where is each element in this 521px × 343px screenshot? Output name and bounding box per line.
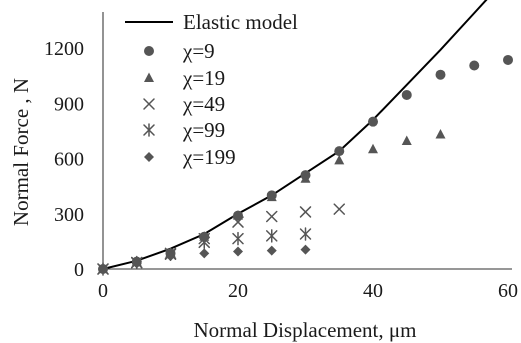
series-5: [98, 244, 311, 274]
axes: [102, 12, 512, 270]
y-tick-label: 900: [54, 93, 84, 115]
data-point: [435, 69, 446, 80]
data-point: [266, 191, 277, 202]
legend-swatch-marker: [144, 72, 154, 82]
data-point: [165, 251, 176, 262]
data-point: [233, 246, 243, 257]
data-point: [232, 216, 244, 228]
data-point: [435, 129, 446, 139]
y-tick-label: 0: [74, 259, 84, 281]
y-tick-label: 600: [54, 149, 84, 171]
data-point: [199, 248, 210, 259]
plot-area: [97, 0, 513, 276]
data-point: [300, 244, 311, 255]
data-point: [333, 203, 345, 215]
data-point: [299, 227, 312, 241]
x-tick-label: 20: [228, 280, 248, 302]
data-point: [98, 264, 108, 274]
x-axis-label: Normal Displacement, μm: [194, 318, 417, 342]
y-tick-label: 300: [54, 204, 84, 226]
x-tick-label: 60: [498, 280, 518, 302]
data-point: [266, 245, 277, 256]
data-point: [401, 135, 412, 146]
data-point: [299, 206, 312, 218]
data-point: [131, 258, 142, 269]
data-point: [469, 60, 480, 71]
data-point: [334, 146, 345, 157]
data-point: [300, 173, 311, 183]
legend: Elastic model χ=9 χ=19χ=49χ=99 χ=199: [125, 10, 298, 169]
legend-label: χ=99: [182, 118, 225, 142]
data-point: [503, 54, 513, 65]
legend-swatch-marker: [143, 123, 155, 137]
data-point: [233, 210, 243, 220]
legend-swatch-marker: [144, 152, 154, 162]
data-point: [368, 116, 378, 127]
legend-label: χ=19: [182, 66, 225, 90]
data-point: [232, 231, 244, 246]
legend-label: χ=199: [182, 145, 236, 169]
legend-label: χ=49: [182, 92, 225, 116]
y-axis-label: Normal Force , N: [9, 78, 33, 226]
data-point: [334, 154, 345, 165]
legend-label: χ=9: [182, 39, 215, 63]
data-point: [266, 229, 278, 243]
data-point: [401, 89, 412, 100]
series-1: [98, 54, 513, 274]
legend-swatch-marker: [144, 46, 154, 56]
data-point: [368, 143, 378, 154]
legend-label: Elastic model: [183, 10, 298, 34]
data-point: [198, 235, 210, 250]
legend-swatch-marker: [143, 98, 155, 110]
series-line-elastic-model: [102, 0, 488, 270]
data-point: [266, 210, 278, 223]
y-tick-label: 1200: [44, 38, 84, 60]
x-tick-label: 0: [98, 280, 108, 302]
x-tick-label: 40: [363, 280, 383, 302]
